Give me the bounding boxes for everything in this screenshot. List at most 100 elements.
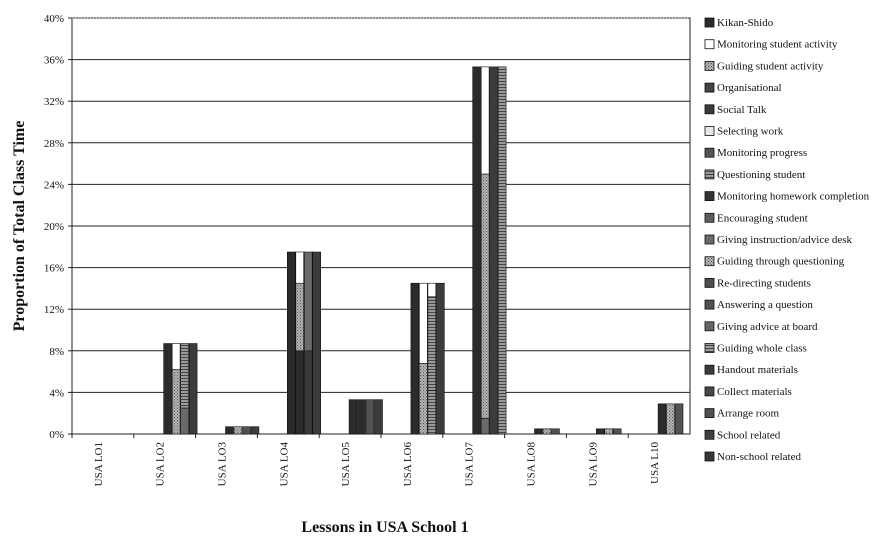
legend-label: Arrange room bbox=[717, 408, 779, 420]
legend-swatch bbox=[704, 408, 715, 419]
legend-swatch bbox=[704, 299, 715, 310]
y-tick-label: 20% bbox=[44, 221, 64, 233]
legend-label: Re-directing students bbox=[717, 277, 811, 289]
y-tick-label: 28% bbox=[44, 138, 64, 150]
legend-swatch bbox=[704, 82, 715, 93]
bar-segment-monitoring-student-activity bbox=[295, 251, 304, 284]
bar-segment-answering-a-question bbox=[365, 399, 375, 435]
legend-swatch bbox=[704, 212, 715, 223]
x-axis-title: Lessons in USA School 1 bbox=[301, 519, 468, 536]
legend-label: Monitoring student activity bbox=[717, 39, 838, 51]
x-tick-label: USA LO4 bbox=[278, 442, 290, 487]
legend-swatch bbox=[704, 234, 715, 245]
legend-label: Selecting work bbox=[717, 126, 784, 138]
bar-segment-kikan-shido bbox=[357, 399, 366, 435]
bar-segment-handout-materials bbox=[312, 251, 321, 435]
legend-swatch bbox=[704, 429, 715, 440]
bar-segment-kikan-shido bbox=[348, 399, 358, 435]
bar-segment-handout-materials bbox=[436, 282, 445, 435]
y-tick-label: 24% bbox=[44, 179, 64, 191]
x-tick-label: USA LO7 bbox=[464, 442, 476, 487]
bar-segment-guiding-student-activity bbox=[233, 426, 243, 435]
legend-swatch bbox=[704, 61, 715, 71]
x-tick-label: USA LO8 bbox=[526, 442, 538, 487]
bar-segment-kikan-shido bbox=[225, 426, 234, 435]
bar-segment-kikan-shido bbox=[595, 428, 605, 435]
legend-swatch bbox=[704, 169, 715, 180]
y-tick-label: 8% bbox=[49, 346, 64, 358]
bars bbox=[163, 66, 684, 435]
bar-segment-kikan-shido bbox=[472, 66, 481, 435]
y-tick-label: 4% bbox=[49, 387, 64, 399]
legend-swatch bbox=[704, 126, 715, 136]
legend-label: Non-school related bbox=[717, 451, 801, 463]
x-tick-label: USA L10 bbox=[649, 442, 661, 484]
x-tick-label: USA LO5 bbox=[340, 442, 352, 487]
legend-swatch bbox=[704, 256, 715, 267]
legend-label: Guiding whole class bbox=[717, 343, 807, 355]
bar-segment-monitoring-student-activity bbox=[419, 282, 428, 364]
bar-segment-handout-materials bbox=[374, 399, 383, 435]
legend-label: Collect materials bbox=[717, 386, 792, 398]
bar-segment-guiding-student-activity bbox=[666, 403, 675, 435]
legend-swatch bbox=[704, 277, 715, 288]
x-tick-label: USA LO2 bbox=[155, 442, 167, 486]
legend-swatch bbox=[704, 104, 715, 115]
bar-segment-answering-a-question bbox=[612, 428, 622, 435]
axes: 0% 4% 8% 12% 16% 20% 24% 28% 32% 36% 40% USA LO1 USA… bbox=[44, 13, 661, 486]
legend-label: School related bbox=[717, 429, 781, 441]
bar-segment-social-talk bbox=[303, 350, 313, 435]
legend-label: Handout materials bbox=[717, 364, 798, 376]
legend-swatch bbox=[704, 343, 715, 353]
legend-swatch bbox=[704, 321, 715, 332]
legend-label: Giving instruction/advice desk bbox=[717, 234, 853, 246]
bar-segment-kikan-shido bbox=[163, 343, 172, 435]
legend-label: Answering a question bbox=[717, 299, 813, 311]
legend-label: Guiding student activity bbox=[717, 60, 824, 72]
bar-segment-handout-materials bbox=[250, 426, 260, 435]
legend-swatch bbox=[704, 386, 715, 397]
bar-segment-kikan-shido bbox=[534, 428, 543, 435]
legend-label: Guiding through questioning bbox=[717, 256, 845, 268]
bar-segment-kikan-shido bbox=[286, 251, 296, 435]
bar-segment-giving-instruction-advice-desk bbox=[180, 407, 189, 435]
legend-label: Monitoring homework completion bbox=[717, 191, 870, 203]
legend-label: Social Talk bbox=[717, 104, 767, 116]
legend-label: Kikan-Shido bbox=[717, 17, 774, 29]
bar-segment-guiding-student-activity bbox=[295, 282, 304, 352]
legend-label: Encouraging student bbox=[717, 212, 808, 224]
legend-swatch bbox=[704, 39, 715, 50]
legend-swatch bbox=[704, 364, 715, 375]
x-tick-label: USA LO3 bbox=[217, 442, 229, 487]
legend-label: Monitoring progress bbox=[717, 147, 807, 159]
bar-segment-guiding-student-activity bbox=[171, 369, 181, 435]
legend: Kikan-Shido Monitoring student activity Gu… bbox=[704, 17, 870, 463]
legend-label: Organisational bbox=[717, 82, 782, 94]
y-tick-label: 12% bbox=[44, 304, 64, 316]
bar-segment-guiding-student-activity bbox=[419, 362, 428, 435]
bar-segment-monitoring-student-activity bbox=[427, 282, 437, 298]
legend-swatch bbox=[704, 17, 715, 28]
bar-segment-giving-instruction-advice-desk bbox=[480, 418, 490, 435]
bar-segment-kikan-shido bbox=[410, 282, 420, 435]
bar-segment-guiding-whole-class bbox=[427, 296, 437, 391]
x-tick-label: USA LO1 bbox=[93, 442, 105, 486]
y-tick-label: 32% bbox=[44, 96, 64, 108]
bar-segment-handout-materials bbox=[489, 66, 498, 435]
bar-segment-guiding-student-activity bbox=[604, 428, 613, 435]
legend-label: Giving advice at board bbox=[717, 321, 818, 333]
legend-label: Questioning student bbox=[717, 169, 805, 181]
bar-segment-answering-a-question bbox=[242, 426, 251, 435]
bar-segment-monitoring-student-activity bbox=[171, 343, 181, 370]
y-tick-label: 0% bbox=[49, 429, 64, 441]
bar-segment-guiding-whole-class bbox=[497, 66, 507, 435]
bar-segment-handout-materials bbox=[188, 343, 198, 435]
y-tick-label: 36% bbox=[44, 55, 64, 67]
legend-swatch bbox=[704, 191, 715, 202]
y-axis-title: Proportion of Total Class Time bbox=[11, 121, 28, 332]
x-tick-label: USA LO6 bbox=[402, 442, 414, 487]
bar-segment-monitoring-student-activity bbox=[480, 66, 490, 175]
bar-segment-questioning-student bbox=[427, 390, 437, 435]
bar-segment-kikan-shido bbox=[657, 403, 667, 435]
